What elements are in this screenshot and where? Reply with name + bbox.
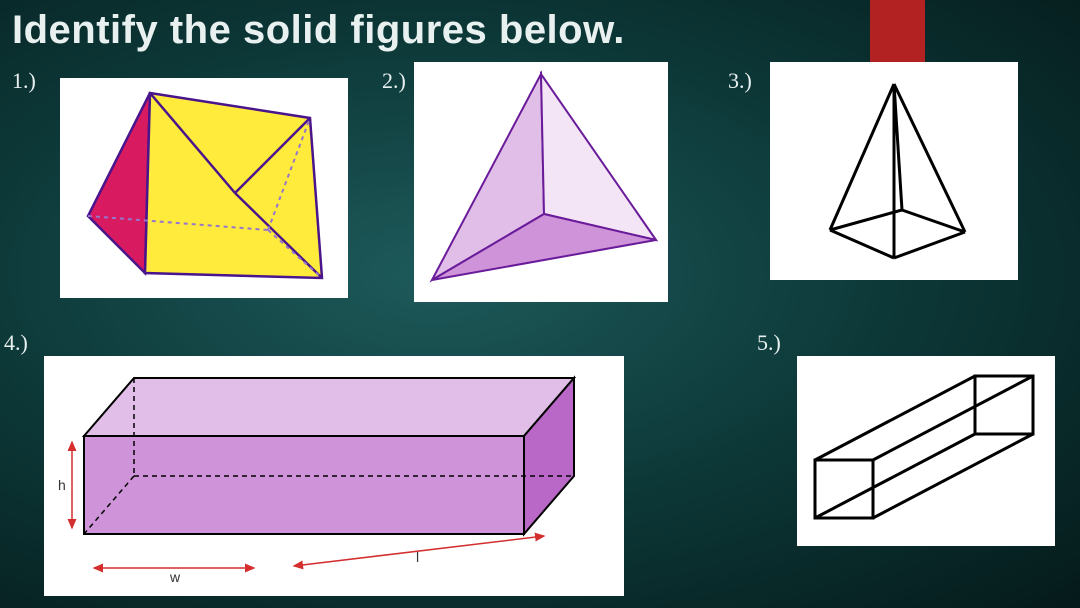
accent-tab [870, 0, 925, 68]
item-4-label: 4.) [4, 330, 28, 356]
figure-5-rectangular-prism-wire [797, 356, 1055, 546]
dim-w-text: w [169, 569, 181, 585]
item-2-label: 2.) [382, 68, 406, 94]
dim-h-text: h [58, 477, 66, 493]
dim-l-text: l [416, 549, 419, 565]
item-5-label: 5.) [757, 330, 781, 356]
item-1-label: 1.) [12, 68, 36, 94]
figure-2-tetrahedron [414, 62, 668, 302]
slide-title: Identify the solid figures below. [12, 8, 625, 53]
item-3-label: 3.) [728, 68, 752, 94]
figure-4-rectangular-prism: h w l [44, 356, 624, 596]
figure-3-square-pyramid [770, 62, 1018, 280]
figure-1-triangular-prism [60, 78, 348, 298]
